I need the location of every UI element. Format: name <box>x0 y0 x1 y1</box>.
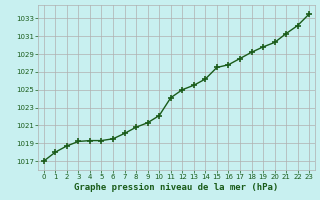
X-axis label: Graphe pression niveau de la mer (hPa): Graphe pression niveau de la mer (hPa) <box>74 183 279 192</box>
